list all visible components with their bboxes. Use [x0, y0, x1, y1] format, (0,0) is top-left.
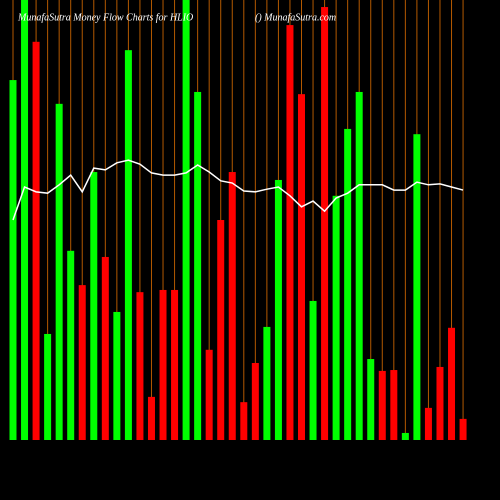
bar [298, 94, 305, 440]
bar [9, 80, 17, 440]
bar [459, 418, 467, 440]
bar [321, 7, 329, 440]
bar [251, 363, 259, 440]
bar [228, 172, 236, 441]
bar [378, 370, 386, 440]
bar [390, 370, 398, 440]
bar [147, 396, 155, 440]
bar [424, 407, 432, 440]
bar [32, 41, 40, 441]
bar [413, 134, 421, 440]
bar [217, 220, 225, 440]
bar [274, 179, 282, 440]
bar [309, 300, 317, 440]
bar [90, 172, 98, 441]
bar [286, 25, 294, 441]
bar [159, 289, 167, 440]
bar [263, 326, 271, 440]
bar [136, 292, 144, 440]
bar [436, 366, 444, 440]
bar [171, 289, 179, 440]
bar [124, 50, 132, 440]
plot [9, 0, 467, 441]
bar [367, 359, 375, 440]
bar [44, 333, 52, 440]
bar [448, 327, 456, 440]
bar [240, 402, 248, 440]
bar [205, 349, 213, 440]
chart-title: MunafaSutra Money Flow Charts for HLIO [17, 12, 193, 23]
bar [78, 285, 86, 440]
bar [21, 0, 29, 440]
chart-subtitle: () MunafaSutra.com [255, 12, 336, 23]
bar [344, 128, 352, 441]
bar [182, 0, 190, 440]
bar [194, 91, 202, 441]
money-flow-line [12, 159, 464, 221]
bar [401, 432, 409, 440]
bar [355, 91, 363, 441]
bar [55, 103, 63, 440]
bar [101, 256, 109, 440]
bar [67, 250, 75, 440]
bar [332, 195, 340, 440]
bar [113, 311, 121, 440]
